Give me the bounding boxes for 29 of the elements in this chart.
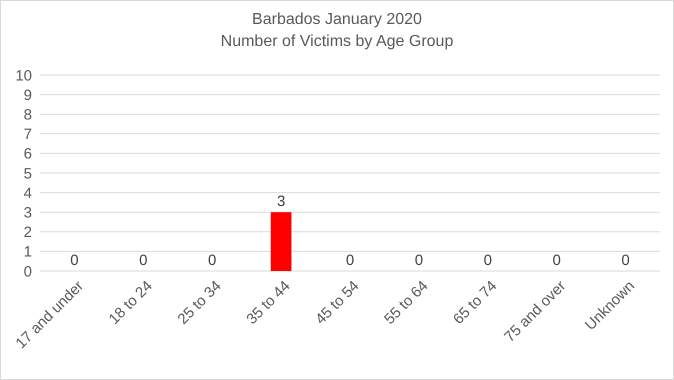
y-tick-label: 2 [24, 224, 32, 242]
x-tick-label: 75 and over [501, 278, 570, 346]
y-tick-label: 10 [15, 67, 32, 84]
data-label: 0 [552, 252, 561, 269]
y-tick-label: 0 [24, 263, 32, 280]
data-label: 0 [139, 252, 148, 269]
x-tick-label: 25 to 34 [174, 278, 225, 328]
data-label: 0 [414, 252, 424, 269]
data-label: 3 [276, 193, 286, 210]
x-tick-label: 55 to 64 [381, 278, 432, 328]
x-tick-label: 45 to 54 [312, 278, 363, 328]
data-label: 0 [484, 252, 492, 269]
x-tick-label: 18 to 24 [106, 278, 156, 328]
chart-title: Barbados January 2020 [252, 11, 422, 28]
y-tick-label: 8 [24, 106, 32, 124]
x-tick-label: 35 to 44 [243, 278, 294, 328]
data-label: 0 [70, 252, 79, 269]
y-tick-label: 5 [24, 165, 32, 182]
y-tick-label: 9 [24, 86, 32, 104]
y-tick-label: 4 [24, 184, 32, 202]
y-tick-label: 6 [24, 146, 32, 163]
x-tick-label: 65 to 74 [450, 278, 500, 328]
y-tick-label: 3 [24, 204, 32, 222]
data-label: 0 [621, 252, 630, 269]
data-label: 0 [346, 252, 354, 269]
chart-subtitle: Number of Victims by Age Group [220, 33, 454, 50]
y-tick-label: 1 [24, 244, 32, 261]
y-tick-label: 7 [24, 126, 32, 144]
data-label: 0 [208, 252, 216, 269]
